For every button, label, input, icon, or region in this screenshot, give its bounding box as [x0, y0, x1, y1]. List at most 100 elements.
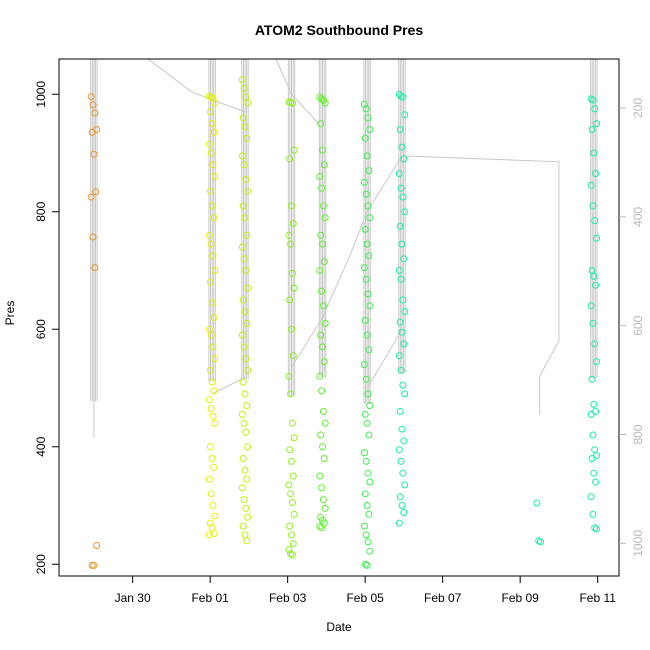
- data-point: [287, 390, 295, 398]
- data-point: [288, 457, 295, 465]
- data-point: [587, 493, 595, 501]
- y-tick-label: 600: [34, 319, 48, 339]
- data-point: [243, 402, 251, 410]
- x-tick-label: Feb 03: [269, 591, 307, 605]
- x-axis-label: Date: [326, 620, 352, 634]
- data-point: [360, 449, 368, 457]
- data-point: [321, 319, 329, 327]
- data-point: [589, 431, 597, 439]
- data-point: [397, 366, 405, 374]
- data-point: [318, 524, 326, 532]
- data-point: [396, 126, 404, 133]
- data-point: [209, 502, 217, 509]
- data-point: [361, 410, 369, 418]
- y2-tick-label: 800: [631, 424, 645, 444]
- data-point: [321, 419, 329, 427]
- data-point: [90, 150, 98, 158]
- data-point: [591, 340, 599, 348]
- data-point: [591, 217, 599, 225]
- data-point: [290, 284, 298, 292]
- track-line-8: [366, 329, 403, 389]
- data-point: [362, 275, 370, 283]
- data-point: [366, 302, 374, 310]
- data-point: [587, 302, 595, 310]
- data-point: [364, 390, 372, 398]
- data-point: [360, 100, 368, 108]
- data-point: [589, 319, 597, 327]
- data-point: [360, 264, 368, 272]
- data-point: [319, 496, 327, 504]
- track-line-6: [291, 155, 403, 368]
- x-tick-label: Jan 30: [115, 591, 151, 605]
- x-tick-label: Feb 05: [346, 591, 384, 605]
- data-point: [364, 202, 372, 210]
- data-point: [396, 318, 404, 326]
- data-point: [400, 155, 408, 163]
- y2-tick-label: 200: [631, 98, 645, 118]
- data-point: [395, 446, 403, 454]
- data-point: [321, 214, 329, 222]
- data-point: [366, 402, 374, 410]
- data-point: [533, 499, 541, 507]
- track-line-5: [275, 58, 320, 124]
- data-point: [360, 522, 368, 530]
- data-point: [362, 457, 370, 465]
- data-point: [401, 111, 409, 119]
- data-point: [205, 475, 213, 483]
- data-point: [363, 561, 371, 569]
- y-axis-label: Pres: [3, 301, 17, 326]
- data-point: [366, 547, 374, 555]
- data-point: [88, 128, 96, 136]
- data-point: [589, 96, 597, 104]
- data-point: [239, 378, 247, 386]
- data-point: [206, 519, 214, 527]
- data-point: [211, 99, 219, 107]
- data-point: [208, 378, 216, 386]
- data-point: [591, 446, 599, 454]
- data-point: [361, 134, 369, 142]
- data-point: [396, 493, 404, 501]
- data-point: [588, 126, 596, 133]
- data-point: [89, 233, 97, 241]
- data-point: [593, 525, 600, 533]
- data-point: [243, 475, 251, 483]
- data-point: [589, 202, 597, 210]
- data-point: [366, 214, 374, 222]
- data-point: [365, 252, 373, 260]
- data-point: [319, 443, 326, 451]
- data-point: [319, 302, 327, 310]
- data-point: [238, 410, 246, 418]
- data-point: [321, 99, 329, 107]
- data-point: [93, 542, 101, 549]
- data-point: [363, 331, 371, 339]
- data-point: [287, 490, 295, 498]
- data-point: [243, 537, 251, 545]
- data-point: [587, 181, 595, 189]
- data-point: [397, 92, 405, 100]
- data-point: [400, 437, 408, 445]
- data-point: [362, 531, 370, 539]
- track-line-4: [211, 59, 246, 395]
- data-point: [320, 161, 328, 169]
- data-point: [290, 146, 298, 154]
- data-point: [210, 387, 218, 395]
- data-point: [242, 428, 250, 436]
- data-point: [240, 255, 248, 263]
- data-point: [205, 140, 213, 148]
- data-point: [288, 269, 296, 277]
- data-point: [398, 240, 406, 248]
- data-point: [205, 92, 213, 100]
- data-point: [399, 296, 407, 304]
- data-point: [285, 546, 293, 554]
- data-point: [401, 390, 409, 398]
- data-point: [360, 178, 368, 186]
- data-point: [397, 184, 405, 192]
- data-point: [205, 531, 213, 539]
- data-point: [286, 446, 294, 454]
- data-point: [364, 290, 372, 298]
- data-point: [320, 358, 328, 366]
- data-point: [206, 187, 214, 195]
- data-point: [321, 504, 329, 512]
- data-point: [399, 93, 407, 101]
